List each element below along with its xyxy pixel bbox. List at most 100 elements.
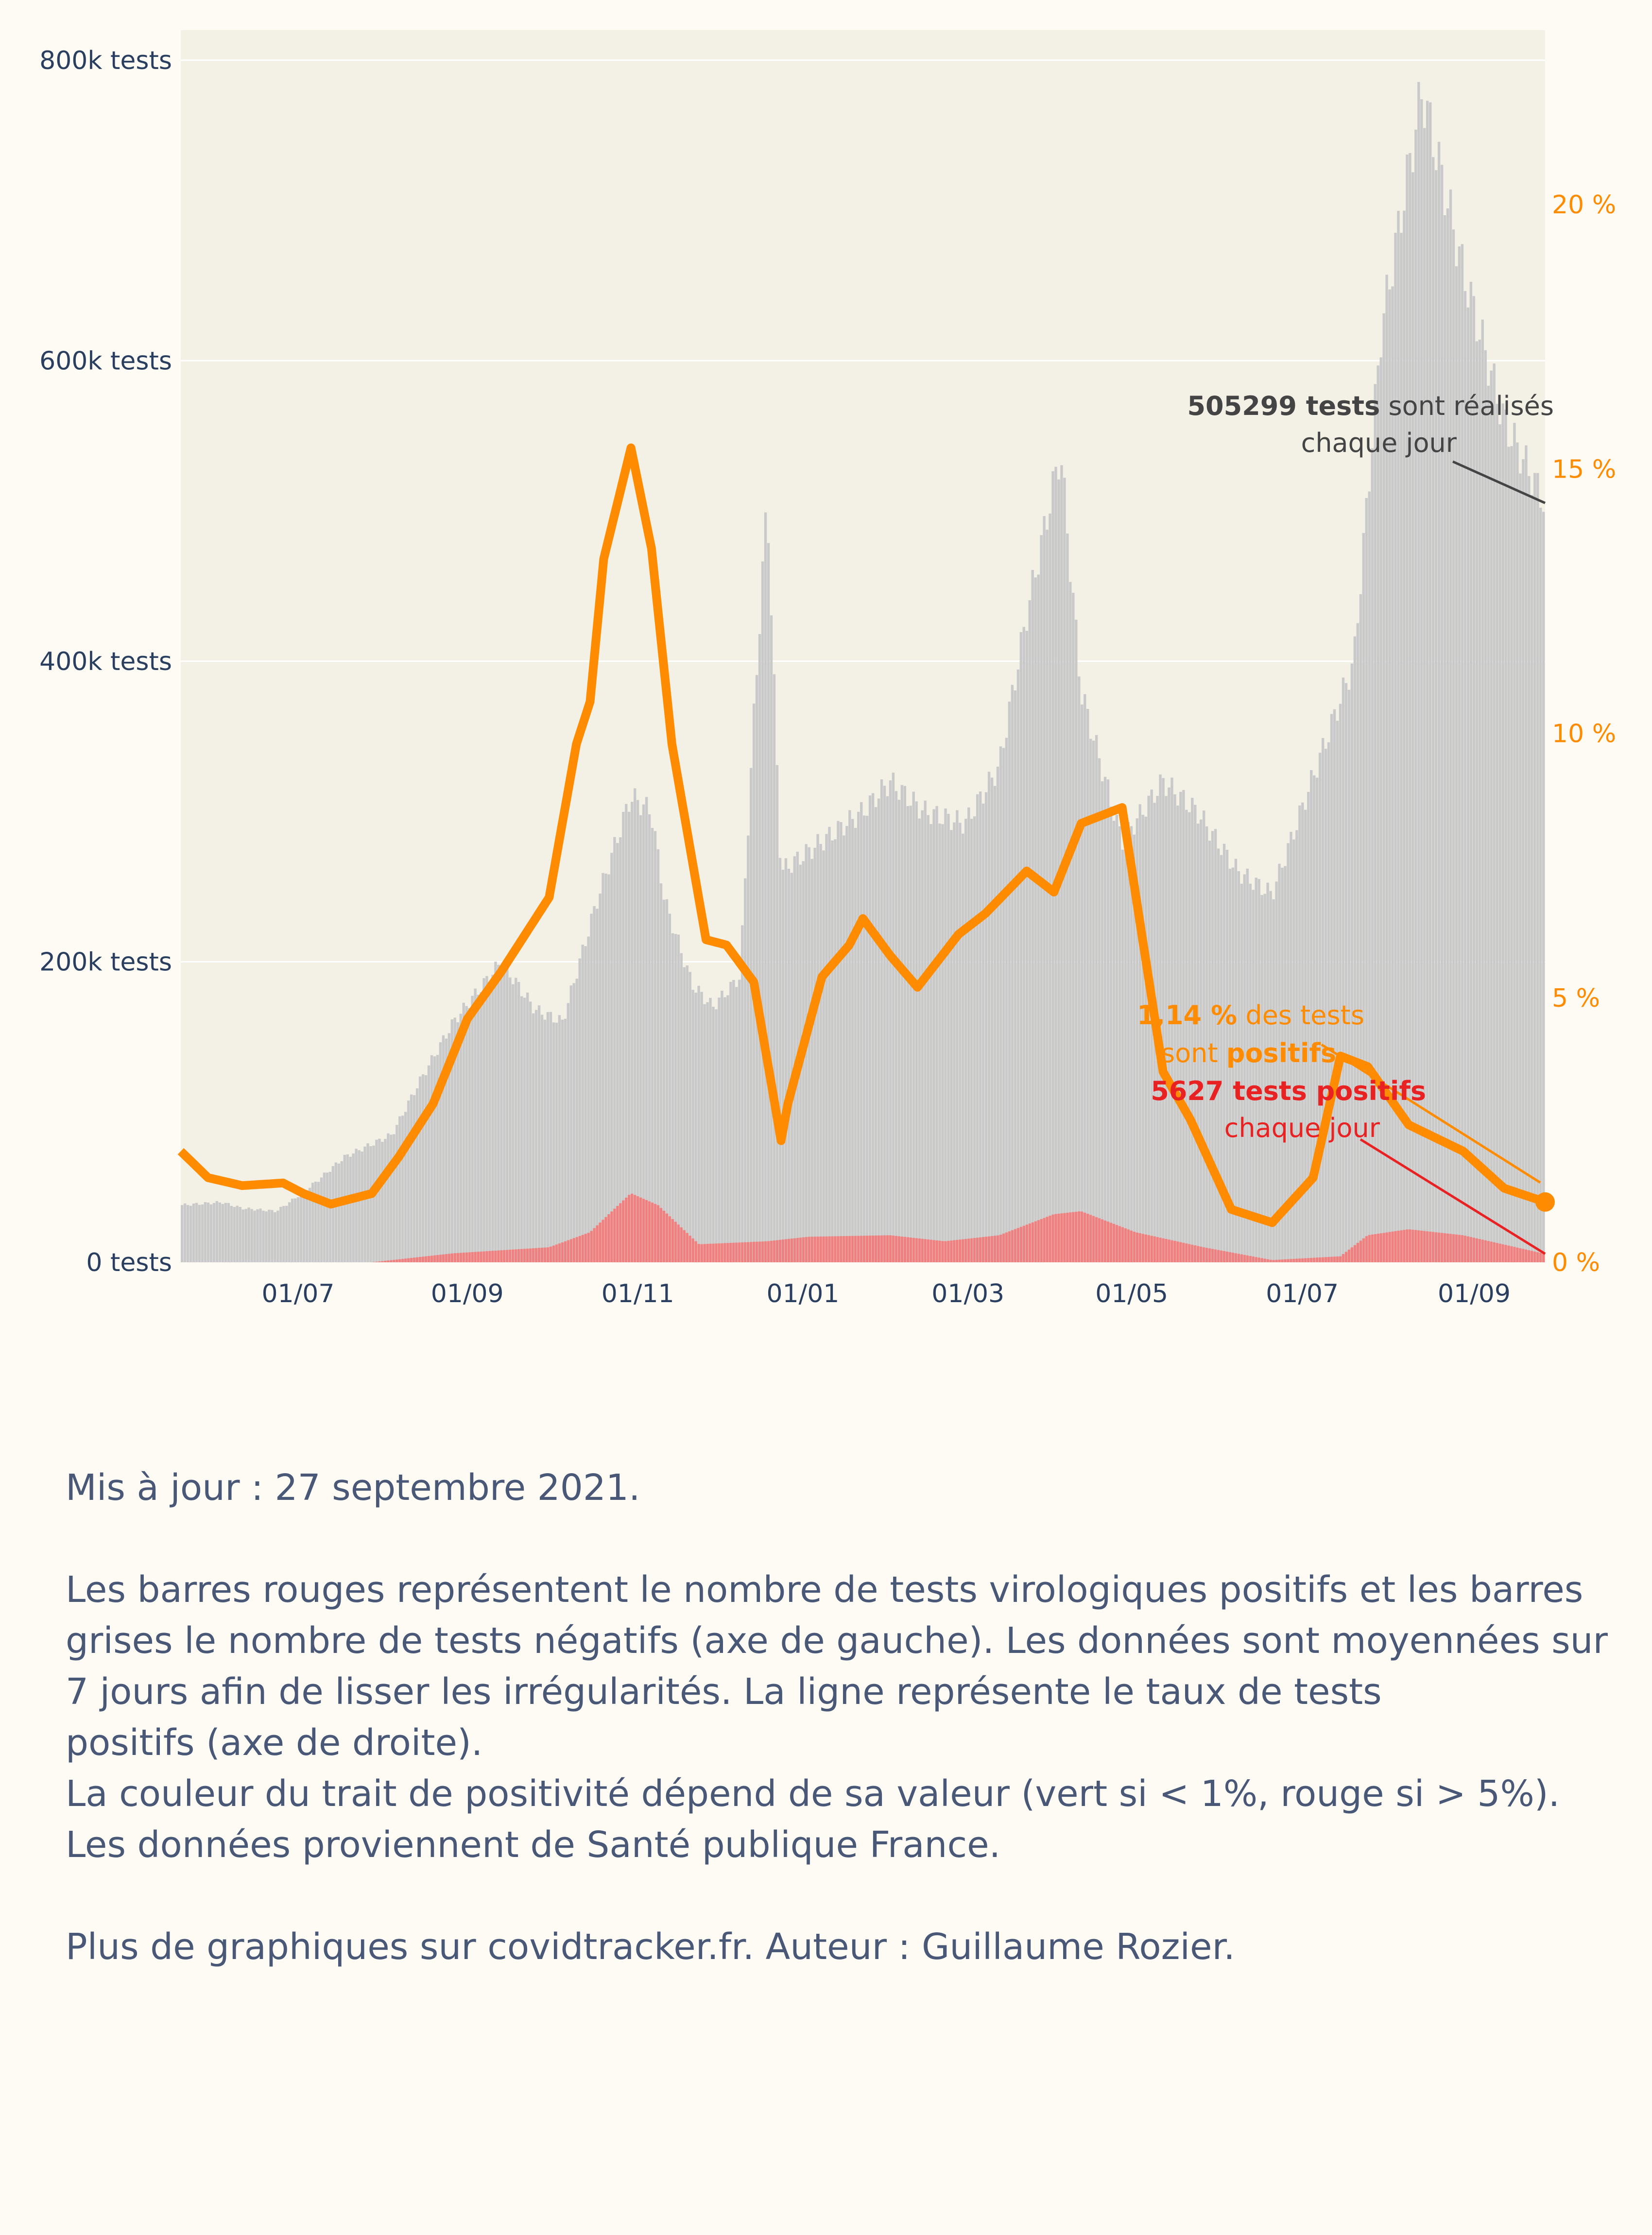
negative-bar: [1124, 841, 1127, 1262]
negative-bar: [343, 1154, 346, 1262]
negative-bar: [1316, 777, 1319, 1262]
positive-bar: [1406, 1229, 1409, 1262]
negative-bar: [410, 1094, 413, 1262]
negative-bar: [503, 964, 506, 1262]
negative-bar: [808, 847, 810, 1262]
negative-bar: [950, 830, 953, 1262]
positive-bar: [706, 1244, 709, 1262]
negative-bar: [1539, 507, 1542, 1262]
positive-bar: [1437, 1232, 1441, 1262]
negative-bar: [201, 1204, 204, 1262]
positive-bar: [1231, 1253, 1235, 1262]
negative-bar: [517, 982, 520, 1262]
negative-bar: [1231, 867, 1235, 1262]
positive-bar: [924, 1239, 927, 1262]
negative-bar: [981, 803, 985, 1262]
positive-bar: [828, 1236, 831, 1262]
positive-bar: [703, 1244, 706, 1262]
negative-bar: [993, 786, 997, 1262]
negative-bar: [1182, 790, 1185, 1262]
negative-bar: [1519, 473, 1522, 1262]
negative-bar: [433, 1056, 436, 1262]
negative-bar: [361, 1152, 363, 1262]
negative-bar: [488, 982, 491, 1262]
negative-bar: [396, 1125, 398, 1262]
negative-bar: [1414, 129, 1417, 1262]
negative-bar: [1272, 899, 1275, 1262]
negative-bar: [674, 934, 677, 1262]
positive-bar: [393, 1259, 396, 1262]
negative-bar: [209, 1204, 213, 1262]
negative-bar: [477, 995, 480, 1262]
x-tick-label: 01/09: [431, 1279, 504, 1308]
negative-bar: [1165, 796, 1168, 1262]
negative-bar: [1507, 447, 1510, 1263]
positive-bar: [1472, 1238, 1476, 1262]
positive-bar: [1025, 1224, 1028, 1262]
negative-bar: [865, 816, 869, 1262]
negative-bar: [224, 1203, 227, 1262]
negative-bar: [941, 824, 944, 1262]
positive-bar: [892, 1236, 895, 1262]
positive-bar: [1228, 1252, 1232, 1262]
negative-bar: [569, 985, 572, 1262]
negative-bar: [1365, 498, 1368, 1262]
positive-bar: [793, 1238, 796, 1262]
left-tick-label: 800k tests: [39, 46, 172, 75]
negative-bar: [198, 1204, 201, 1262]
positive-bar: [738, 1242, 741, 1262]
positive-bar: [651, 1203, 654, 1262]
positive-bar: [1272, 1260, 1275, 1262]
negative-bar: [912, 791, 915, 1262]
negative-bar: [418, 1076, 422, 1262]
positive-bar: [447, 1254, 451, 1262]
positive-bar: [944, 1241, 947, 1262]
positive-bar: [837, 1236, 840, 1262]
negative-bar: [447, 1033, 451, 1262]
negative-bar: [1002, 748, 1005, 1262]
negative-bar: [984, 792, 988, 1262]
negative-bar: [543, 1019, 547, 1262]
negative-bar: [1388, 289, 1391, 1263]
positive-bar: [715, 1243, 718, 1262]
positive-bar: [1037, 1220, 1040, 1262]
negative-bar: [700, 992, 703, 1262]
description-line-3: 7 jours afin de lisser les irrégularités…: [66, 1671, 1382, 1713]
negative-bar: [683, 967, 686, 1262]
positive-bar: [1382, 1233, 1385, 1262]
negative-bar: [662, 899, 666, 1262]
negative-bar: [181, 1205, 184, 1262]
annotation-rate-bold: positifs: [1226, 1038, 1336, 1068]
negative-bar: [1208, 841, 1211, 1262]
positive-bar: [857, 1236, 860, 1262]
positive-bar: [787, 1238, 791, 1262]
negative-bar: [622, 812, 625, 1262]
negative-bar: [204, 1202, 207, 1262]
positive-bar: [984, 1237, 988, 1262]
negative-bar: [1037, 574, 1040, 1262]
positive-bar: [987, 1236, 991, 1262]
positive-bar: [1461, 1235, 1464, 1262]
positive-bar: [700, 1244, 703, 1262]
negative-bar: [1040, 535, 1043, 1262]
negative-bar: [1089, 739, 1092, 1262]
negative-bar: [723, 997, 726, 1262]
description-line-4: positifs (axe de droite).: [66, 1722, 483, 1764]
x-tick-label: 01/07: [262, 1279, 335, 1308]
negative-bar: [1318, 753, 1322, 1262]
positive-bar: [973, 1238, 976, 1262]
positive-bar: [1281, 1259, 1284, 1262]
negative-bar: [1533, 473, 1536, 1262]
positive-bar: [959, 1239, 962, 1262]
positive-bar: [950, 1240, 953, 1262]
negative-bar: [285, 1205, 288, 1262]
negative-bar: [363, 1146, 366, 1262]
negative-bar: [355, 1149, 358, 1262]
negative-bar: [485, 976, 488, 1262]
negative-bar: [840, 822, 843, 1262]
negative-bar: [1379, 357, 1382, 1262]
positive-bar: [758, 1241, 761, 1262]
negative-bar: [897, 800, 901, 1262]
negative-bar: [1310, 770, 1313, 1262]
negative-bar: [715, 1009, 718, 1262]
